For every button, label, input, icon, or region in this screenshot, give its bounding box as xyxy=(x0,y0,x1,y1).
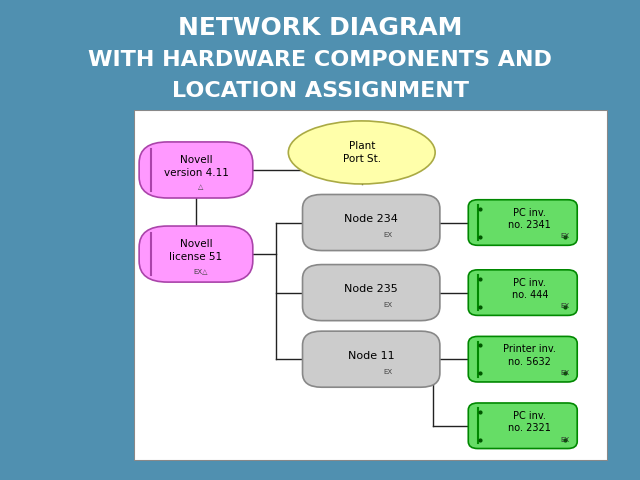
Text: LOCATION ASSIGNMENT: LOCATION ASSIGNMENT xyxy=(172,81,468,101)
FancyBboxPatch shape xyxy=(468,200,577,245)
Text: △: △ xyxy=(198,183,204,190)
Text: EX: EX xyxy=(383,302,392,308)
FancyBboxPatch shape xyxy=(139,142,253,198)
FancyBboxPatch shape xyxy=(303,194,440,251)
Text: NETWORK DIAGRAM: NETWORK DIAGRAM xyxy=(178,16,462,40)
Text: Node 235: Node 235 xyxy=(344,284,398,294)
Text: EX: EX xyxy=(561,303,570,310)
Text: Plant
Port St.: Plant Port St. xyxy=(342,141,381,164)
FancyBboxPatch shape xyxy=(303,331,440,387)
Text: Node 234: Node 234 xyxy=(344,214,398,224)
Text: Novell
license 51: Novell license 51 xyxy=(170,240,223,262)
Text: EX: EX xyxy=(383,369,392,375)
FancyBboxPatch shape xyxy=(139,226,253,282)
FancyBboxPatch shape xyxy=(303,264,440,321)
FancyBboxPatch shape xyxy=(468,336,577,382)
FancyBboxPatch shape xyxy=(134,110,608,461)
Text: PC inv.
no. 2341: PC inv. no. 2341 xyxy=(509,208,551,230)
Text: 102: 102 xyxy=(532,390,561,405)
Text: WITH HARDWARE COMPONENTS AND: WITH HARDWARE COMPONENTS AND xyxy=(88,50,552,71)
Text: EX: EX xyxy=(383,232,392,238)
Text: Printer inv.
no. 5632: Printer inv. no. 5632 xyxy=(504,345,556,367)
FancyBboxPatch shape xyxy=(468,403,577,448)
Text: Novell
version 4.11: Novell version 4.11 xyxy=(164,155,228,178)
Text: EX: EX xyxy=(561,437,570,443)
Text: EX: EX xyxy=(561,370,570,376)
Text: EX: EX xyxy=(561,233,570,240)
Text: PC inv.
no. 2321: PC inv. no. 2321 xyxy=(508,411,551,433)
Text: EX△: EX△ xyxy=(193,268,208,274)
Ellipse shape xyxy=(288,121,435,184)
Text: Node 11: Node 11 xyxy=(348,351,394,360)
Text: PC inv.
no. 444: PC inv. no. 444 xyxy=(511,278,548,300)
FancyBboxPatch shape xyxy=(468,270,577,315)
